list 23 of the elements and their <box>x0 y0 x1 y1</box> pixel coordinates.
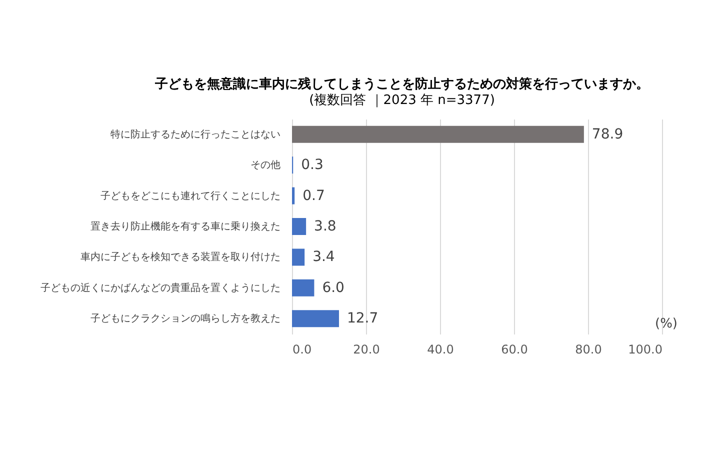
y-tick-label: 子どもにクラクションの鳴らし方を教えた <box>90 312 280 325</box>
data-label: 0.3 <box>301 157 324 174</box>
data-label: 3.8 <box>314 218 336 234</box>
chart-title: 子どもを無意識に車内に残してしまうことを防止するための対策を行っていますか。 <box>154 76 649 92</box>
chart-subtitle: (複数回答 ｜2023 年 n=3377) <box>309 93 495 108</box>
data-label: 3.4 <box>312 249 335 266</box>
x-axis-title: (%) <box>655 316 678 332</box>
x-tick-label: 80.0 <box>575 342 602 356</box>
data-label: 12.7 <box>346 310 378 327</box>
data-label: 6.0 <box>322 280 344 296</box>
x-tick-label: 0.0 <box>292 342 312 356</box>
y-tick-label: 子どもをどこにも連れて行くことにした <box>100 190 280 202</box>
y-tick-label: 特に防止するために行ったことはない <box>110 128 280 140</box>
x-tick-label: 20.0 <box>353 342 380 356</box>
y-tick-label: 車内に子どもを検知できる装置を取り付けた <box>80 251 280 264</box>
y-tick-label: 置き去り防止機能を有する車に乗り換えた <box>90 220 280 232</box>
data-label: 78.9 <box>592 126 624 142</box>
x-tick-label: 40.0 <box>427 342 454 356</box>
y-tick-label: 子どもの近くにかばんなどの貴重品を置くようにした <box>40 282 280 294</box>
x-tick-label: 60.0 <box>501 342 528 356</box>
x-tick-label: 100.0 <box>628 342 662 356</box>
data-label: 0.7 <box>302 188 325 204</box>
y-tick-label: その他 <box>250 159 280 172</box>
